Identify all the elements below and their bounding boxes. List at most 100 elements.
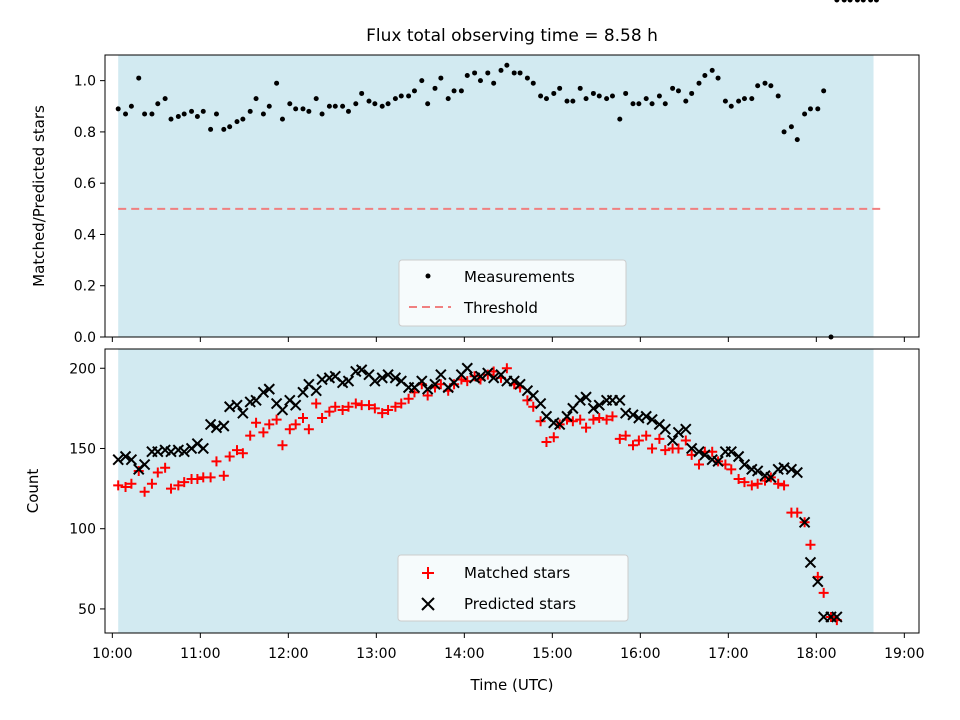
predicted-star-point <box>798 516 811 528</box>
measurement-point <box>715 75 721 81</box>
measurement-point <box>623 90 629 96</box>
measurement-point <box>208 126 214 132</box>
measurement-point <box>604 96 610 102</box>
matched-star-point <box>126 478 137 489</box>
measurement-point <box>498 67 504 73</box>
measurement-point <box>557 85 563 91</box>
measurement-point <box>432 85 438 91</box>
predicted-star-point <box>685 442 698 455</box>
matched-star-point <box>739 477 750 488</box>
measurement-points <box>115 0 879 340</box>
measurement-point <box>709 67 715 73</box>
measurement-point <box>168 116 174 122</box>
predicted-star-point <box>487 372 500 384</box>
chart-title: Flux total observing time = 8.58 h <box>366 26 658 46</box>
measurement-point <box>274 80 280 86</box>
matched-star-point <box>535 416 546 427</box>
y-tick-label: 0.6 <box>74 176 96 192</box>
matched-star-point <box>633 435 644 446</box>
matched-star-point <box>628 440 638 451</box>
measurement-point <box>340 103 346 109</box>
measurement-point <box>736 98 742 104</box>
matched-star-point <box>581 422 592 433</box>
predicted-star-point <box>580 391 592 403</box>
x-tick-label: 11:00 <box>180 646 220 662</box>
matched-star-point <box>726 464 737 475</box>
measurement-point <box>722 98 728 104</box>
predicted-star-point <box>751 465 764 477</box>
measurement-point <box>609 93 615 99</box>
measurement-point <box>781 129 787 135</box>
matched-stars-points <box>113 363 842 626</box>
predicted-star-point <box>237 407 249 419</box>
matched-star-point <box>284 424 295 435</box>
matched-star-point <box>258 427 269 438</box>
measurement-point <box>662 101 668 107</box>
predicted-star-point <box>376 372 388 384</box>
y-tick-label: 50 <box>78 602 96 618</box>
matched-star-point <box>205 472 216 483</box>
matched-star-point <box>403 393 414 404</box>
matched-star-point <box>317 412 328 423</box>
measurement-point <box>491 80 497 86</box>
measurement-point <box>266 103 272 109</box>
measurement-point <box>564 98 570 104</box>
predicted-star-point <box>204 418 217 431</box>
measurement-point <box>583 96 589 102</box>
measurement-point <box>379 103 385 109</box>
matched-star-point <box>350 398 361 409</box>
y-tick-label: 1.0 <box>74 74 96 90</box>
matched-star-point <box>588 414 599 425</box>
counts-y-label: Count <box>24 469 42 514</box>
measurement-point <box>636 101 642 107</box>
measurement-point <box>221 126 227 132</box>
legend-threshold-label: Threshold <box>463 299 538 317</box>
matched-star-point <box>218 470 229 481</box>
ratio-legend-box <box>398 259 627 327</box>
measurement-point <box>524 75 530 81</box>
measurement-point <box>728 103 734 109</box>
predicted-star-point <box>382 368 394 381</box>
matched-star-point <box>805 539 816 550</box>
measurement-point <box>768 83 774 89</box>
matched-star-point <box>501 363 512 374</box>
matched-star-point <box>383 404 394 415</box>
measurement-point <box>200 108 206 114</box>
measurement-point <box>762 80 768 86</box>
x-tick-label: 17:00 <box>708 646 748 662</box>
measurement-point <box>504 62 510 68</box>
predicted-star-point <box>614 394 626 407</box>
matched-star-point <box>673 443 684 454</box>
ratio-y-ticks: 0.0 0.2 0.4 0.6 0.8 1.0 <box>74 74 105 346</box>
measurement-point <box>854 0 860 3</box>
measurement-point <box>477 78 483 84</box>
measurement-point <box>683 98 689 104</box>
matched-star-point <box>548 432 559 443</box>
measurement-point <box>670 85 676 91</box>
predicted-star-point <box>263 383 275 395</box>
counts-legend: Matched stars Predicted stars <box>397 554 629 622</box>
predicted-star-point <box>785 463 798 476</box>
measurement-point <box>398 93 404 99</box>
measurement-point <box>577 85 583 91</box>
measurement-point <box>385 101 391 107</box>
x-tick-label: 16:00 <box>620 646 660 662</box>
measurement-point <box>213 111 219 117</box>
matched-star-point <box>211 456 222 467</box>
matched-star-point <box>647 443 658 454</box>
x-tick-label: 15:00 <box>532 646 572 662</box>
matched-star-point <box>752 478 763 489</box>
measurement-point <box>247 108 253 114</box>
measurement-point <box>411 88 417 94</box>
matched-star-point <box>120 481 131 492</box>
matched-star-point <box>654 433 665 444</box>
measurement-point <box>227 124 233 130</box>
legend-predicted-marker <box>421 597 435 611</box>
x-tick-label: 19:00 <box>884 646 924 662</box>
predicted-stars-points <box>112 362 843 623</box>
measurement-point <box>590 90 596 96</box>
measurement-point <box>741 96 747 102</box>
matched-star-point <box>575 414 586 425</box>
measurement-point <box>253 96 259 102</box>
